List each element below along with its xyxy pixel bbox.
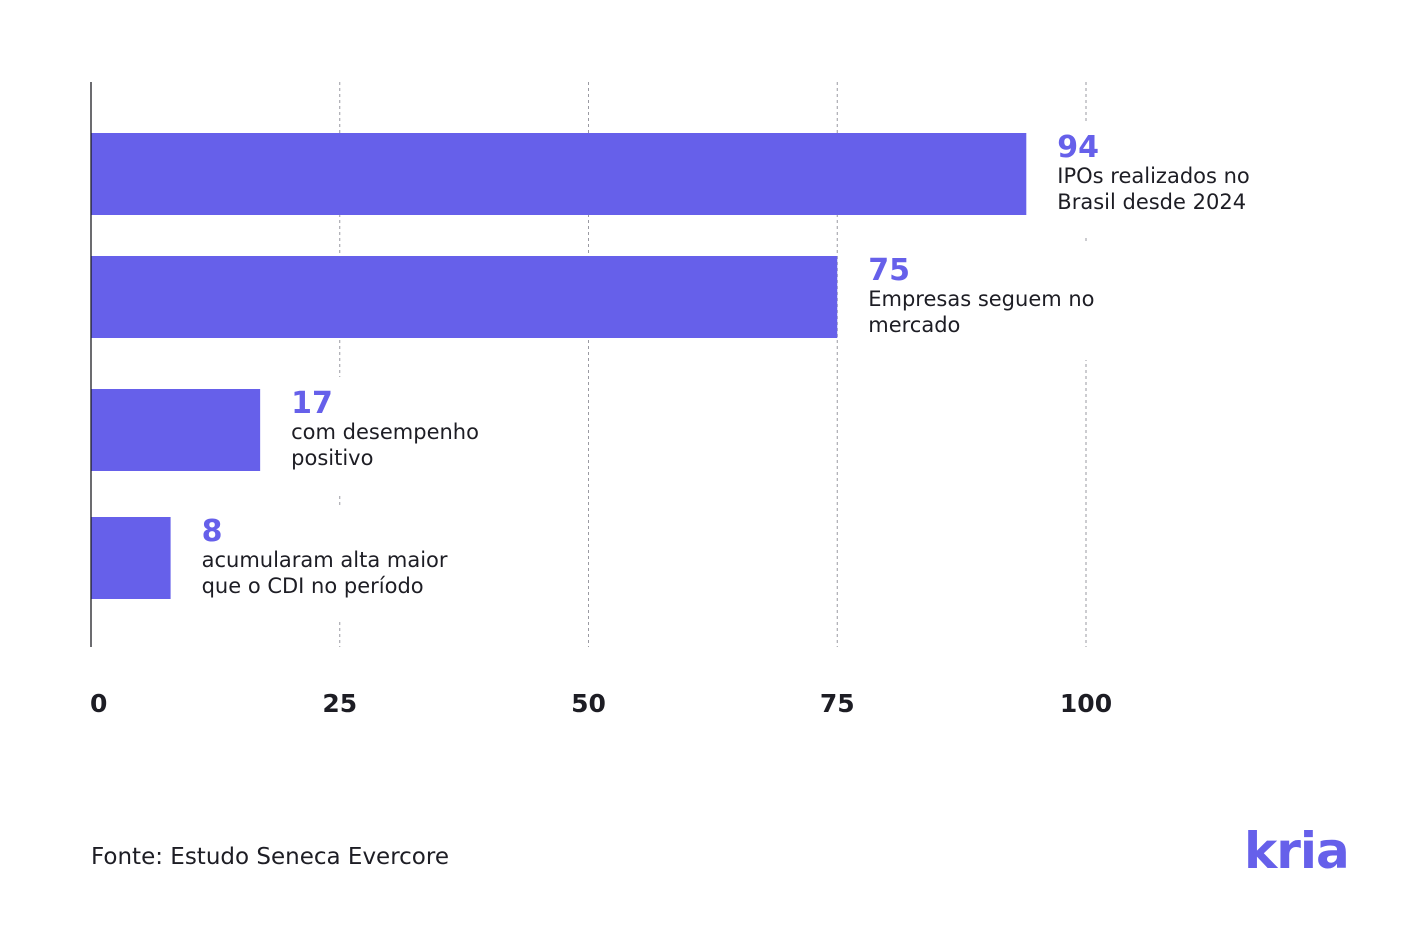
category-label: positivo — [291, 446, 373, 470]
category-label: Brasil desde 2024 — [1057, 190, 1246, 214]
x-tick-label: 100 — [1060, 689, 1112, 718]
bar — [91, 256, 838, 338]
kria-logo: kria — [1244, 822, 1350, 880]
bar — [91, 133, 1027, 215]
x-tick-label: 25 — [322, 689, 357, 718]
label-background — [285, 377, 586, 493]
bar — [91, 389, 261, 471]
data-label: 94 — [1057, 130, 1099, 165]
data-label: 75 — [868, 253, 910, 288]
label-background — [1051, 121, 1352, 237]
x-tick-label: 75 — [820, 689, 855, 718]
category-label: que o CDI no período — [202, 574, 424, 598]
label-background — [862, 244, 1163, 360]
category-label: Empresas seguem no — [868, 287, 1094, 311]
x-tick-label: 50 — [571, 689, 606, 718]
x-tick-label: 0 — [90, 689, 107, 718]
source-note: Fonte: Estudo Seneca Evercore — [91, 844, 449, 870]
category-label: acumularam alta maior — [202, 548, 448, 572]
category-label: IPOs realizados no — [1057, 164, 1249, 188]
bar — [91, 517, 171, 599]
label-background — [195, 505, 496, 621]
category-label: mercado — [868, 313, 960, 337]
data-label: 8 — [202, 514, 223, 549]
category-label: com desempenho — [291, 420, 479, 444]
data-label: 17 — [291, 386, 333, 421]
